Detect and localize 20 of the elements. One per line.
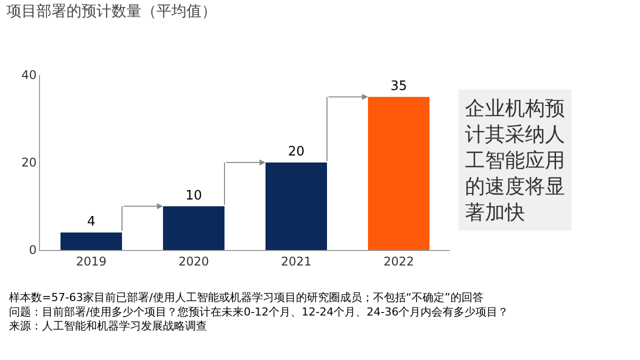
bar	[60, 232, 122, 250]
bar	[163, 206, 224, 250]
x-tick-label: 2022	[383, 254, 414, 268]
data-label: 35	[390, 78, 408, 94]
data-label: 4	[87, 214, 96, 230]
text: 样本数=57-63家目前已部署/使用人工智能或机器学习项目的研究圈成员；不包括“不确定”的回答	[9, 291, 484, 304]
x-tick-label: 2020	[178, 254, 210, 268]
bar	[266, 162, 327, 250]
bar	[368, 96, 430, 250]
data-label: 20	[288, 144, 305, 160]
text: 企业机构预计其采纳人工智能应用的速度将显著加快	[465, 96, 565, 224]
y-tick-label: 20	[21, 156, 37, 170]
chart-title: 项目部署的预计数量（平均值）	[6, 2, 216, 20]
x-tick-label: 2019	[76, 254, 107, 268]
x-tick-label: 2021	[280, 254, 312, 268]
text: 问题：目前部署/使用多少个项目？您预计在未来0-12个月、12-24个月、24-36个月内会有多少项目？	[9, 305, 509, 318]
source-note: 来源：人工智能和机器学习发展战略调查	[9, 320, 207, 333]
data-label: 10	[185, 188, 202, 204]
y-tick-label: 0	[28, 243, 37, 258]
y-tick-label: 40	[21, 68, 37, 82]
